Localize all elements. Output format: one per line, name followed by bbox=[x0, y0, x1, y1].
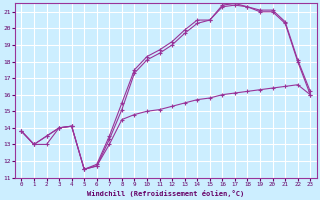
X-axis label: Windchill (Refroidissement éolien,°C): Windchill (Refroidissement éolien,°C) bbox=[87, 190, 244, 197]
